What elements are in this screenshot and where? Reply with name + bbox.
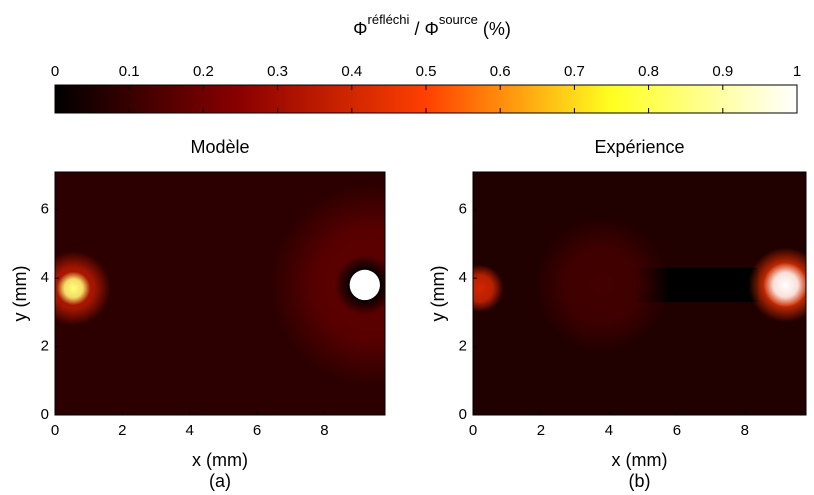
- y-tick-label: 4: [459, 269, 467, 286]
- y-tick-label: 6: [41, 201, 49, 218]
- x-tick-label: 2: [118, 422, 126, 439]
- plot-title: Modèle: [190, 137, 249, 157]
- heatmap: [473, 172, 806, 415]
- y-tick-label: 2: [459, 338, 467, 355]
- colorbar-tick-label: 0.5: [416, 63, 437, 80]
- plot-title: Expérience: [594, 137, 684, 157]
- colorbar-title: Φréfléchi / Φsource (%): [353, 12, 511, 38]
- y-tick-label: 0: [459, 406, 467, 423]
- y-tick-label: 2: [41, 338, 49, 355]
- x-tick-label: 8: [320, 422, 328, 439]
- heatmap-spot: [763, 262, 806, 308]
- x-tick-label: 8: [741, 422, 749, 439]
- colorbar-tick-label: 0: [51, 63, 59, 80]
- y-tick-label: 0: [41, 406, 49, 423]
- colorbar-tick-label: 0.4: [341, 63, 362, 80]
- x-tick-label: 4: [186, 422, 194, 439]
- y-axis-label: y (mm): [428, 266, 448, 322]
- y-axis-label: y (mm): [10, 266, 30, 322]
- colorbar-tick-label: 0.8: [638, 63, 659, 80]
- x-axis-label: x (mm): [612, 450, 668, 470]
- heatmap: [55, 172, 385, 415]
- x-tick-label: 6: [673, 422, 681, 439]
- colorbar-tick-label: 0.2: [193, 63, 214, 80]
- x-tick-label: 6: [253, 422, 261, 439]
- x-tick-label: 4: [605, 422, 613, 439]
- x-tick-label: 0: [469, 422, 477, 439]
- heatmap-spot: [349, 269, 380, 301]
- plot-frame: [472, 171, 807, 416]
- title-sup: réfléchi: [368, 12, 410, 27]
- x-axis-label: x (mm): [192, 450, 248, 470]
- title-sup: source: [439, 12, 478, 27]
- caption: (a): [209, 471, 231, 491]
- colorbar-tick-label: 0.3: [267, 63, 288, 80]
- plot-frame: [54, 171, 386, 416]
- colorbar-tick-label: 0.1: [119, 63, 140, 80]
- x-tick-label: 2: [537, 422, 545, 439]
- heatmap-spot: [534, 216, 671, 353]
- title-part: Φ: [353, 19, 367, 39]
- heatmap-spot: [473, 264, 504, 313]
- colorbar-tick-label: 0.6: [490, 63, 511, 80]
- colorbar-tick-label: 0.7: [564, 63, 585, 80]
- x-tick-label: 0: [51, 422, 59, 439]
- heatmap-spot: [270, 183, 385, 386]
- title-part: / Φ: [409, 19, 438, 39]
- caption: (b): [629, 471, 651, 491]
- y-tick-label: 6: [459, 201, 467, 218]
- heatmap-spot: [56, 271, 91, 306]
- title-part: (%): [478, 19, 511, 39]
- colorbar-tick-label: 1: [793, 63, 801, 80]
- y-tick-label: 4: [41, 269, 49, 286]
- colorbar-tick-label: 0.9: [712, 63, 733, 80]
